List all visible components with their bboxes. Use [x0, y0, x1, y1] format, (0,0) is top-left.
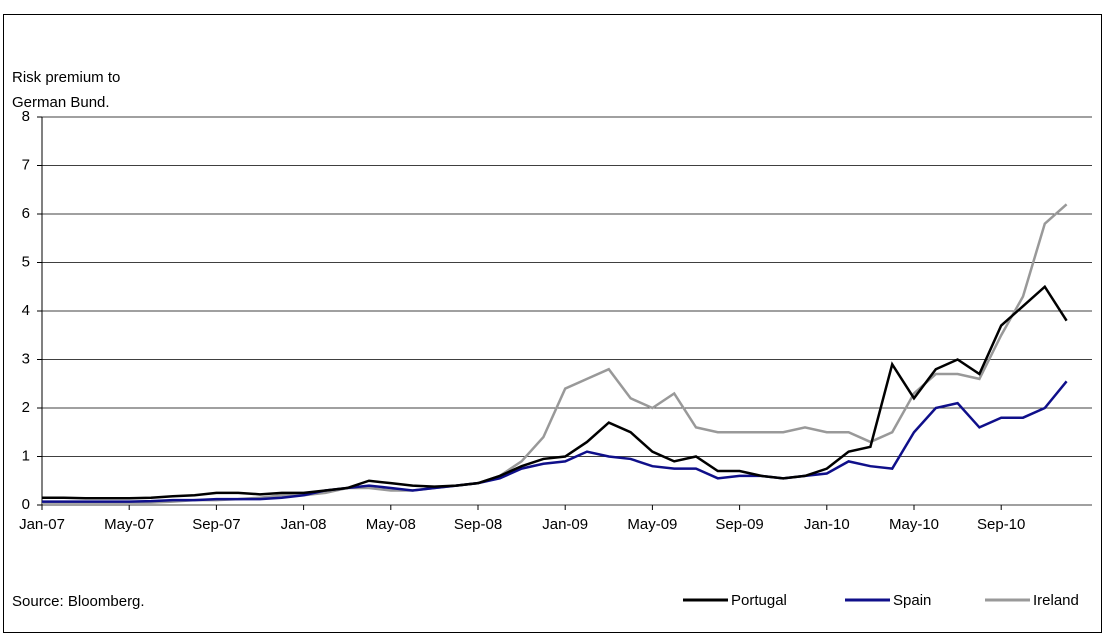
- y-tick-label: 7: [22, 156, 30, 173]
- x-tick-label: Sep-07: [192, 516, 240, 533]
- x-tick-label: Jan-07: [19, 516, 65, 533]
- source-note: Source: Bloomberg.: [12, 593, 145, 610]
- series-line: [42, 380, 1068, 503]
- x-tick-label: Sep-10: [977, 516, 1025, 533]
- x-tick-label: Jan-09: [542, 516, 588, 533]
- x-tick-label: Jan-08: [281, 516, 327, 533]
- x-tick-label: Sep-09: [715, 516, 763, 533]
- chart-border: [3, 14, 1102, 633]
- y-tick-label: 3: [22, 350, 30, 367]
- y-tick-label: 5: [22, 253, 30, 270]
- legend-label: Ireland: [1033, 592, 1079, 609]
- x-tick-label: May-09: [627, 516, 677, 533]
- y-tick-label: 8: [22, 108, 30, 125]
- x-tick-label: May-08: [366, 516, 416, 533]
- y-tick-label: 1: [22, 447, 30, 464]
- legend-label: Spain: [893, 592, 931, 609]
- y-tick-label: 4: [22, 302, 30, 319]
- legend-label: Portugal: [731, 592, 787, 609]
- x-tick-label: May-07: [104, 516, 154, 533]
- y-tick-label: 6: [22, 205, 30, 222]
- y-axis-label: Risk premium to: [12, 69, 120, 86]
- x-tick-label: Sep-08: [454, 516, 502, 533]
- y-axis-label: German Bund.: [12, 94, 110, 111]
- y-tick-label: 2: [22, 399, 30, 416]
- y-tick-label: 0: [22, 496, 30, 513]
- series-line: [42, 284, 1068, 500]
- x-tick-label: May-10: [889, 516, 939, 533]
- x-tick-label: Jan-10: [804, 516, 850, 533]
